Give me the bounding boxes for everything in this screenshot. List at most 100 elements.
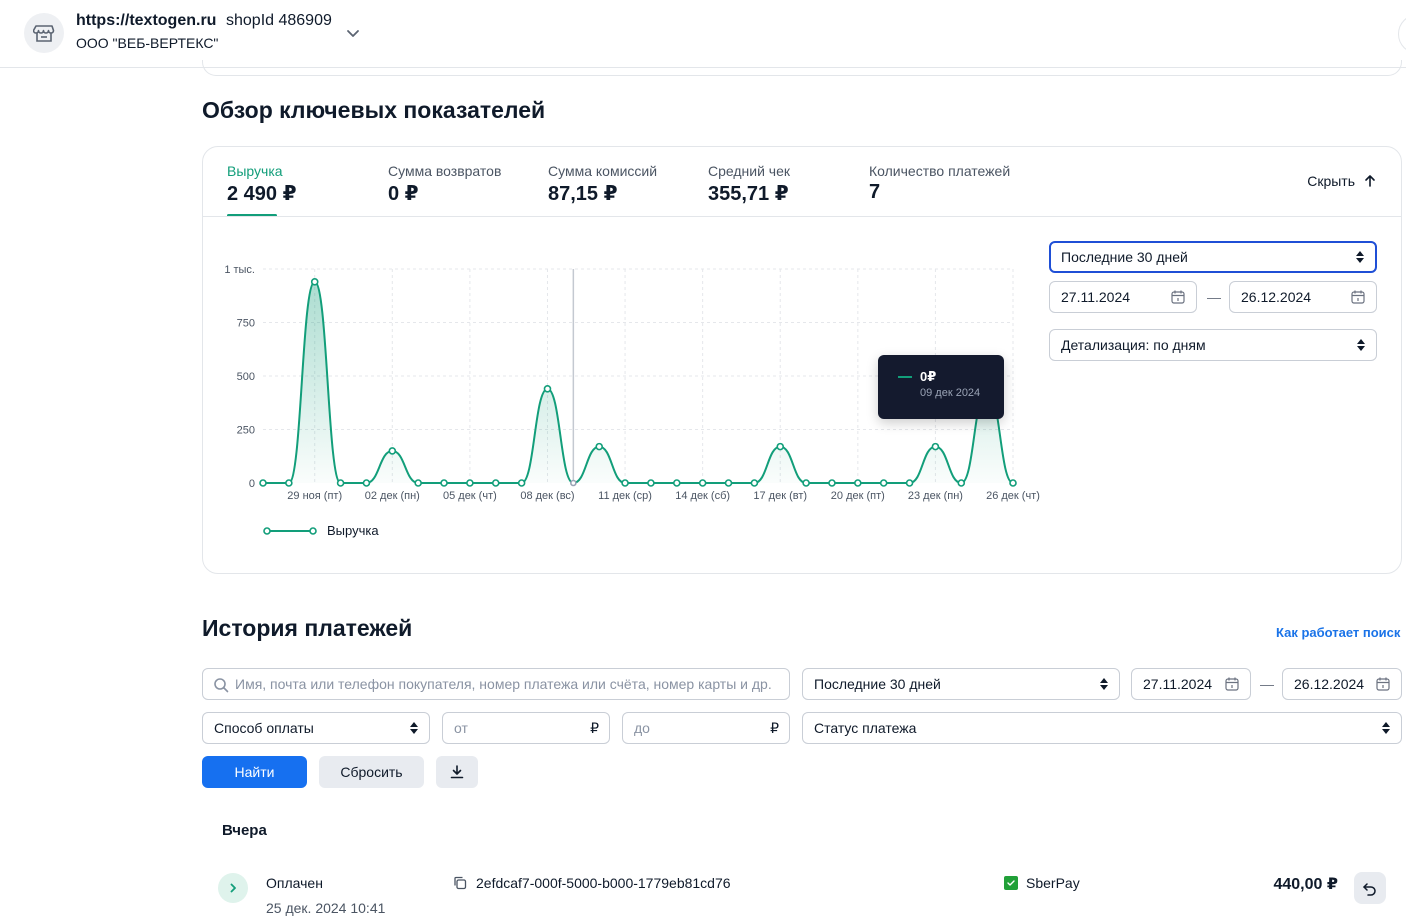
amount-from-field[interactable] [454,720,598,736]
payment-id[interactable]: 2efdcaf7-000f-5000-b000-1779eb81cd76 [452,875,731,891]
hide-chart-button[interactable]: Скрыть [1307,173,1377,189]
y-tick-label: 750 [237,318,255,330]
revenue-chart[interactable]: 0 250 500 750 1 тыс. 29 ноя (пт) 02 дек (пн) 05… [203,217,1063,517]
data-point [285,479,293,487]
data-point [828,479,836,487]
chart-legend[interactable]: Выручка [263,523,379,538]
x-tick-label: 20 дек (пт) [831,490,885,502]
amount-to-field[interactable] [634,720,778,736]
refund-button[interactable] [1354,872,1386,904]
date-range-dash: — [1260,676,1274,692]
updown-icon [1382,722,1390,734]
series-swatch [898,376,912,378]
history-date-from[interactable]: 27.11.2024 [1131,668,1251,700]
payment-method-name: SberPay [1026,875,1080,891]
y-tick-label: 1 тыс. [224,264,255,276]
kpi-date-to[interactable]: 26.12.2024 [1229,281,1377,313]
data-point [854,479,862,487]
kpi-date-from[interactable]: 27.11.2024 [1049,281,1197,313]
data-point [595,442,604,451]
x-tick-label: 26 дек (чт) [986,490,1040,502]
calendar-icon [1351,290,1365,304]
currency-symbol: ₽ [770,720,779,736]
x-tick-label: 23 дек (пн) [908,490,963,502]
series-area [263,281,1013,483]
data-point [647,479,655,487]
arrow-up-icon [1365,175,1375,187]
tab-revenue[interactable]: Выручка 2 490 ₽ [227,163,297,206]
data-point [336,479,345,487]
sberpay-icon [1004,876,1018,890]
organization-name: ООО "ВЕБ-ВЕРТЕКС" [76,35,219,51]
storefront-icon[interactable] [24,13,64,53]
top-header: https://textogen.ru shopId 486909 ООО "В… [0,0,1406,68]
data-point [517,479,526,487]
active-tab-indicator [227,214,277,217]
reset-button[interactable]: Сбросить [319,756,424,788]
history-date-to[interactable]: 26.12.2024 [1282,668,1402,700]
kpi-date-from-value: 27.11.2024 [1061,289,1131,305]
search-help-link[interactable]: Как работает поиск [1276,625,1401,640]
data-point [259,479,267,487]
x-tick-label: 29 ноя (пт) [287,490,342,502]
kpi-date-to-value: 26.12.2024 [1241,289,1312,305]
detail-select[interactable]: Детализация: по дням [1049,329,1377,361]
data-point [1009,479,1017,487]
data-point [931,442,940,451]
detail-select-value: Детализация: по дням [1061,337,1206,353]
data-point [957,479,966,487]
history-period-select[interactable]: Последние 30 дней [802,668,1120,700]
kpi-period-select[interactable]: Последние 30 дней [1049,241,1377,273]
x-tick-label: 11 дек (ср) [598,490,652,502]
tab-label: Количество платежей [869,163,1011,179]
tab-value: 87,15 ₽ [548,183,618,205]
currency-symbol: ₽ [590,720,599,736]
x-tick-label: 14 дек (сб) [675,490,730,502]
payment-search-input[interactable] [202,668,790,700]
y-tick-label: 0 [249,478,255,490]
tooltip-date: 09 дек 2024 [920,387,981,399]
payment-id-text: 2efdcaf7-000f-5000-b000-1779eb81cd76 [476,875,731,891]
data-point [621,479,629,487]
data-point [879,479,888,487]
data-point [750,479,759,487]
data-point [388,447,397,455]
search-icon [214,678,229,693]
tab-average-check[interactable]: Средний чек 355,71 ₽ [708,163,790,206]
tab-label: Сумма возвратов [388,163,502,179]
tab-value: 355,71 ₽ [708,183,789,205]
updown-icon [1100,678,1108,690]
x-tick-label: 08 дек (вс) [520,490,574,502]
download-button[interactable] [436,756,478,788]
hide-label: Скрыть [1307,173,1355,189]
tab-label: Выручка [227,163,283,179]
amount-from-input[interactable]: ₽ [442,712,610,744]
amount-to-input[interactable]: ₽ [622,712,790,744]
tab-value: 2 490 ₽ [227,183,297,205]
tab-payment-count[interactable]: Количество платежей 7 [869,163,1010,204]
tab-commissions[interactable]: Сумма комиссий 87,15 ₽ [548,163,657,206]
payment-datetime: 25 дек. 2024 10:41 [266,900,386,916]
find-button[interactable]: Найти [202,756,307,788]
legend-line-icon [263,526,317,535]
tab-refunds[interactable]: Сумма возвратов 0 ₽ [388,163,501,206]
date-range-dash: — [1207,289,1221,305]
chevron-down-icon[interactable] [344,24,362,42]
undo-icon [1363,883,1376,896]
calendar-icon [1225,677,1239,691]
payment-method-select[interactable]: Способ оплаты [202,712,430,744]
expand-row-button[interactable] [218,873,248,903]
search-field[interactable] [235,676,778,692]
data-point [672,479,681,487]
kpi-section-title: Обзор ключевых показателей [202,97,546,123]
payment-status-select[interactable]: Статус платежа [802,712,1402,744]
calendar-icon [1376,677,1390,691]
calendar-icon [1171,290,1185,304]
chart-tooltip: 0₽ 09 дек 2024 [878,355,1004,419]
data-point [414,479,422,487]
x-tick-label: 17 дек (вт) [753,490,807,502]
profile-button[interactable] [1398,14,1406,54]
copy-icon[interactable] [452,875,468,891]
updown-icon [1356,251,1364,263]
data-point [724,479,733,487]
